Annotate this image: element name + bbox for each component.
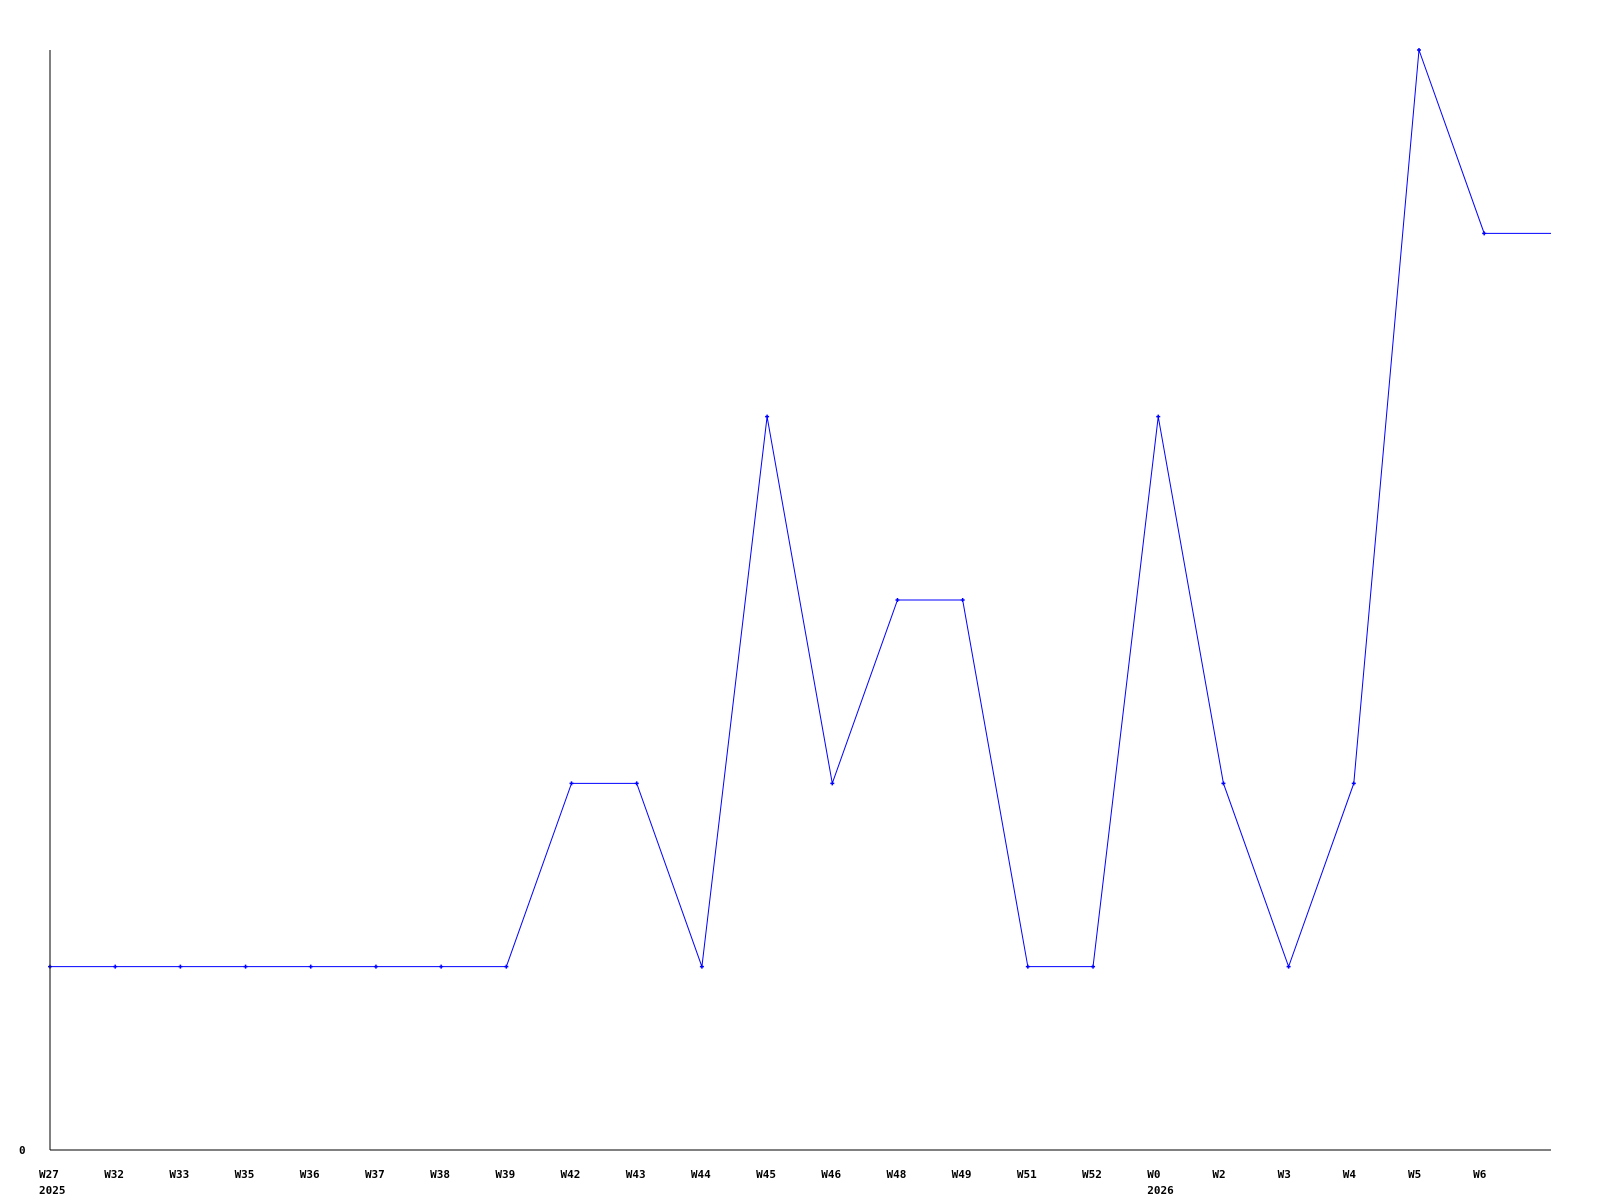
data-point-W52 (1091, 964, 1096, 969)
data-point-W38 (439, 964, 444, 969)
year-label: 2025 (39, 1184, 66, 1197)
data-point-W49 (960, 598, 965, 602)
data-point-W2 (1221, 781, 1226, 786)
x-tick-label: W51 (1017, 1168, 1037, 1181)
x-tick-label: W4 (1343, 1168, 1357, 1181)
x-tick-label: W32 (104, 1168, 124, 1181)
data-point-W36 (308, 964, 313, 969)
x-tick-label: W2 (1212, 1168, 1225, 1181)
x-tick-label: W52 (1082, 1168, 1102, 1181)
x-tick-label: W38 (430, 1168, 450, 1181)
series-line-0 (50, 49, 1551, 969)
x-tick-label: W42 (561, 1168, 581, 1181)
data-point-W5 (1416, 48, 1421, 52)
data-point-W33 (178, 964, 183, 969)
x-tick-label: W5 (1408, 1168, 1421, 1181)
data-point-W35 (243, 964, 248, 969)
data-point-W48 (895, 598, 900, 602)
data-point-W51 (1025, 964, 1030, 969)
data-point-W37 (373, 964, 378, 969)
x-tick-label: W39 (495, 1168, 515, 1181)
x-tick-label: W0 (1147, 1168, 1160, 1181)
x-tick-label: W45 (756, 1168, 776, 1181)
x-tick-label: W48 (886, 1168, 906, 1181)
x-tick-label: W35 (235, 1168, 255, 1181)
x-tick-label: W49 (952, 1168, 972, 1181)
chart-marks (48, 48, 1551, 969)
y-tick-label-0: 0 (19, 1144, 26, 1157)
x-tick-label: W33 (169, 1168, 189, 1181)
data-point-W44 (699, 964, 704, 969)
x-tick-label: W37 (365, 1168, 385, 1181)
data-point-W45 (765, 414, 770, 419)
x-tick-labels: W27 W32 W33 W35 W36 W37 W38 W39 W42 W43 W44 W45 W46 W… (39, 1168, 1487, 1197)
data-point-W0 (1156, 414, 1161, 419)
x-tick-label: W46 (821, 1168, 841, 1181)
x-tick-label: W3 (1278, 1168, 1291, 1181)
x-tick-label: W27 (39, 1168, 59, 1181)
x-tick-label: W43 (626, 1168, 646, 1181)
year-label: 2026 (1147, 1184, 1174, 1197)
x-tick-label: W44 (691, 1168, 711, 1181)
data-point-W42 (569, 781, 574, 786)
data-point-W32 (113, 964, 118, 969)
data-point-W6 (1482, 231, 1487, 236)
x-tick-label: W6 (1473, 1168, 1487, 1181)
data-point-W43 (634, 781, 639, 786)
data-point-W4 (1351, 781, 1356, 786)
x-tick-label: W36 (300, 1168, 320, 1181)
data-point-W39 (504, 964, 509, 969)
data-point-W46 (830, 781, 835, 786)
data-point-W3 (1286, 964, 1291, 969)
